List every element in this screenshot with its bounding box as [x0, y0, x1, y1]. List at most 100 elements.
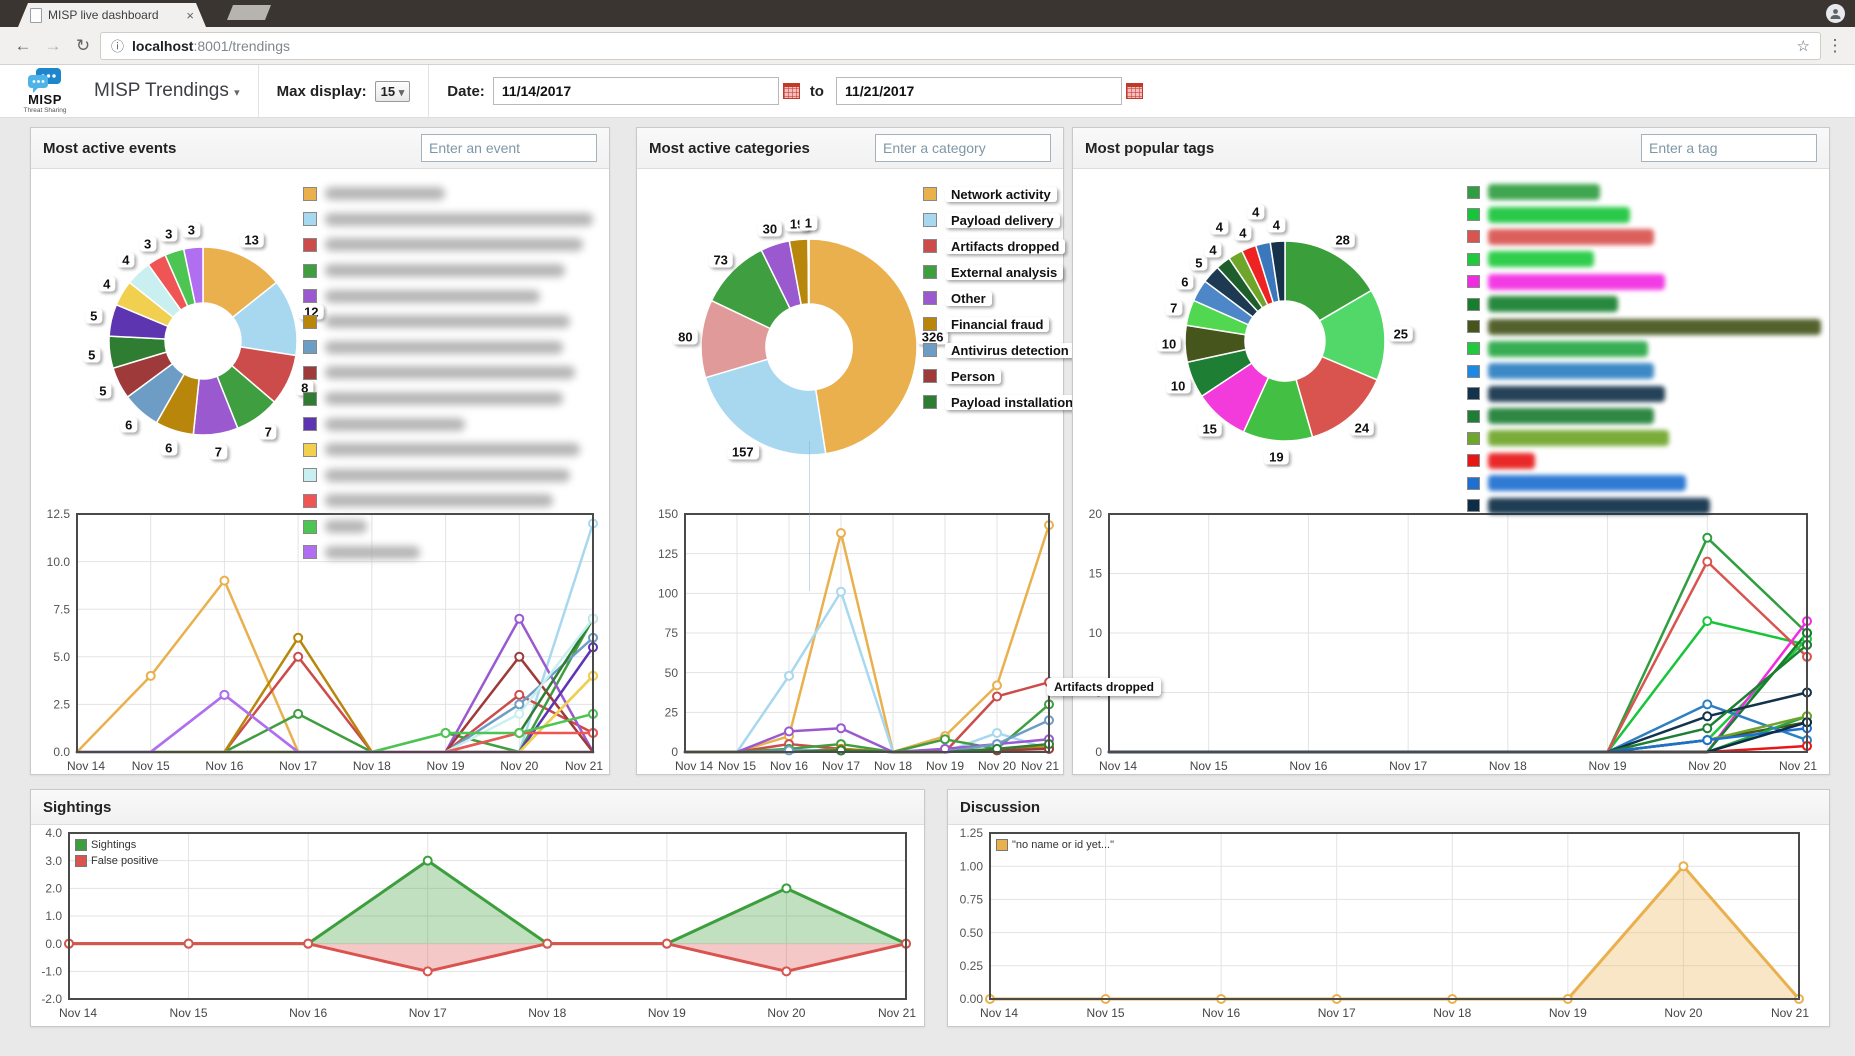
legend-swatch [1467, 364, 1480, 378]
legend-item[interactable] [303, 463, 601, 489]
legend-label-blurred [325, 289, 540, 303]
legend-item[interactable] [303, 360, 601, 386]
tag-pill-blurred [1488, 206, 1630, 223]
legend-item[interactable] [1467, 450, 1821, 472]
legend-item[interactable] [303, 386, 601, 412]
reload-icon[interactable]: ↻ [75, 35, 91, 55]
tag-pill-blurred [1488, 363, 1654, 380]
legend-item[interactable]: Artifacts dropped [923, 233, 1066, 259]
categories-legend: Network activity Payload delivery Artifact… [923, 181, 1080, 415]
svg-text:Nov 16: Nov 16 [770, 759, 808, 773]
legend-label-blurred [325, 238, 583, 252]
back-icon[interactable]: ← [14, 35, 32, 55]
donut-value-label: 73 [708, 252, 733, 268]
legend-item[interactable] [303, 283, 601, 309]
legend-item[interactable] [1467, 383, 1821, 405]
max-display-select[interactable]: 15 ▾ [374, 80, 411, 102]
legend-swatch [303, 493, 317, 508]
legend-item[interactable] [303, 232, 601, 258]
legend-swatch [303, 365, 317, 380]
bookmark-star-icon[interactable]: ☆ [1796, 37, 1810, 55]
tag-pill-blurred [1488, 408, 1654, 425]
legend-item[interactable]: False positive [75, 855, 158, 867]
legend-item[interactable] [1467, 472, 1821, 494]
svg-text:Nov 18: Nov 18 [1433, 1006, 1471, 1020]
legend-item[interactable] [1467, 293, 1821, 315]
legend-item[interactable]: "no name or id yet..." [996, 839, 1114, 851]
legend-item[interactable] [303, 207, 601, 233]
legend-item[interactable] [1467, 271, 1821, 293]
legend-item[interactable] [303, 514, 601, 540]
legend-item[interactable]: Sightings [75, 839, 158, 851]
svg-text:2.0: 2.0 [45, 882, 62, 896]
legend-label: False positive [91, 855, 159, 867]
legend-item[interactable] [1467, 494, 1821, 516]
categories-search-input[interactable] [875, 134, 1051, 162]
misp-logo[interactable]: MISP Threat Sharing [14, 68, 76, 114]
app-title-dropdown[interactable]: MISP Trendings ▾ [94, 80, 240, 101]
legend-item[interactable] [1467, 360, 1821, 382]
legend-item[interactable] [1467, 226, 1821, 248]
calendar-icon[interactable] [1125, 83, 1143, 99]
tags-search-input[interactable] [1641, 134, 1817, 162]
legend-item[interactable] [1467, 181, 1821, 203]
forward-icon[interactable]: → [44, 35, 62, 55]
donut-value-label: 15 [1197, 421, 1222, 437]
legend-swatch [923, 395, 937, 409]
profile-icon[interactable] [1826, 4, 1845, 23]
chevron-down-icon: ▾ [398, 86, 405, 99]
legend-item[interactable] [1467, 203, 1821, 225]
legend-item[interactable]: Financial fraud [923, 311, 1055, 337]
legend-swatch [923, 291, 937, 305]
divider [257, 64, 259, 118]
legend-item[interactable] [303, 335, 601, 361]
legend-item[interactable] [303, 539, 601, 565]
browser-url-bar: ← → ↻ ⓘ localhost:8001/trendings ☆ ⋮ [0, 27, 1855, 65]
legend-label-blurred [325, 340, 563, 354]
legend-item[interactable]: Payload delivery [923, 207, 1060, 233]
svg-text:Nov 14: Nov 14 [675, 759, 713, 773]
legend-label: Sightings [91, 839, 137, 851]
legend-label-blurred [325, 315, 570, 329]
donut-value-label: 1 [799, 215, 818, 231]
discussion-chart-area: 1.25 1.00 0.75 0.50 0.25 0.00 Nov 14 Nov 15 Nov … [952, 825, 1829, 1030]
legend-label-blurred [325, 264, 565, 278]
events-search-input[interactable] [421, 134, 597, 162]
donut-value-label: 28 [1330, 232, 1355, 248]
legend-item[interactable] [1467, 315, 1821, 337]
legend-item[interactable]: External analysis [923, 259, 1064, 285]
legend-item[interactable] [1467, 248, 1821, 270]
legend-item[interactable] [1467, 338, 1821, 360]
legend-item[interactable]: Person [923, 363, 1055, 389]
browser-tab-bar: MISP live dashboard × [0, 0, 1855, 27]
svg-text:Nov 16: Nov 16 [1202, 1006, 1240, 1020]
calendar-icon[interactable] [782, 83, 800, 99]
info-icon[interactable]: ⓘ [111, 39, 125, 54]
legend-label-blurred [325, 494, 553, 508]
date-to-input[interactable] [835, 77, 1122, 105]
date-from-input[interactable] [492, 77, 779, 105]
legend-label: Antivirus detection [945, 342, 1075, 358]
legend-item[interactable] [303, 488, 601, 514]
browser-tab[interactable]: MISP live dashboard × [18, 3, 206, 27]
legend-swatch [1467, 208, 1480, 222]
legend-item[interactable] [303, 437, 601, 463]
donut-value-label: 4 [98, 276, 116, 292]
donut-slice [1284, 240, 1373, 322]
omnibox[interactable]: ⓘ localhost:8001/trendings ☆ [100, 31, 1821, 60]
legend-item[interactable]: Network activity [923, 181, 1057, 207]
leader-line [809, 441, 810, 591]
legend-item[interactable] [303, 258, 601, 284]
legend-item[interactable] [303, 411, 601, 437]
browser-menu-icon[interactable]: ⋮ [1826, 35, 1844, 55]
legend-item[interactable] [1467, 427, 1821, 449]
tab-close-icon[interactable]: × [186, 7, 194, 23]
legend-item[interactable] [1467, 405, 1821, 427]
legend-item[interactable]: Other [923, 285, 1055, 311]
legend-item[interactable]: Payload installation [923, 389, 1080, 415]
legend-label: "no name or id yet..." [1012, 839, 1114, 851]
legend-item[interactable] [303, 181, 601, 207]
legend-item[interactable]: Antivirus detection [923, 337, 1075, 363]
legend-item[interactable] [303, 309, 601, 335]
